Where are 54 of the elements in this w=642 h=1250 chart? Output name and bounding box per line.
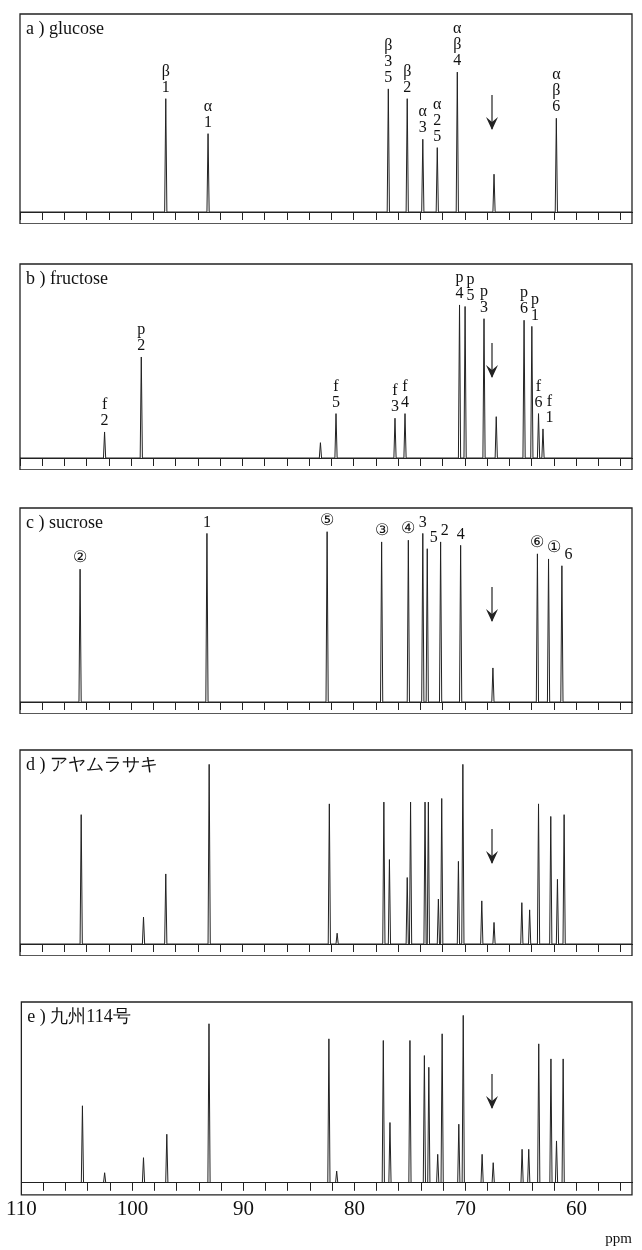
annotation: α [418,102,428,120]
annotation: 5 [332,392,341,410]
annotation: ⑥ [530,533,545,551]
annotation: β [403,61,412,80]
x-tick-label: 80 [343,1195,365,1220]
annotation: p [455,268,464,287]
annotation: β [453,35,462,54]
x-tick-label: 60 [565,1195,587,1220]
x-axis-title: ppm [605,1230,633,1247]
annotation: 5 [384,68,393,86]
annotation: 4 [401,392,409,410]
x-tick-label: 110 [5,1195,37,1220]
x-tick-label: 70 [454,1195,476,1220]
annotation: 5 [433,126,442,144]
annotation: ① [547,538,562,556]
annotation: f [392,381,399,399]
annotation: β [161,61,170,80]
annotation: 5 [429,527,438,545]
annotation: 3 [418,118,427,136]
annotation: 1 [204,112,213,130]
chart-title: b ) fructose [26,267,108,289]
annotation: 2 [100,411,109,429]
annotation: 1 [202,512,211,530]
annotation: f [535,376,542,394]
annotation: β [384,36,393,55]
chart-title: c ) sucrose [26,511,103,533]
annotation: 2 [433,110,442,128]
chart-title: a ) glucose [26,17,104,39]
annotation: p [137,320,146,339]
annotation: β [552,81,561,100]
annotation: 3 [390,397,399,415]
annotation: ② [73,548,88,566]
x-tick-label: 100 [116,1195,149,1220]
chart-title: e ) 九州114号 [27,1005,131,1027]
annotation: f [546,392,553,410]
chart-title: d ) アヤムラサキ [26,753,158,775]
annotation: f [402,376,409,394]
annotation: α [433,94,443,112]
annotation: 4 [456,524,465,542]
annotation: f [101,395,108,413]
annotation: 3 [418,512,427,530]
annotation: 6 [564,544,573,562]
annotation: p [520,283,529,302]
annotation: 2 [440,521,449,539]
annotation: ⑤ [320,510,335,528]
annotation: ③ [374,521,389,539]
annotation: α [203,96,213,114]
annotation: f [333,376,340,394]
annotation: 1 [545,408,554,426]
annotation: 6 [534,392,543,410]
annotation: α [453,19,463,37]
annotation: α [552,65,562,83]
x-tick-label: 90 [232,1195,254,1220]
annotation: ④ [401,519,416,537]
